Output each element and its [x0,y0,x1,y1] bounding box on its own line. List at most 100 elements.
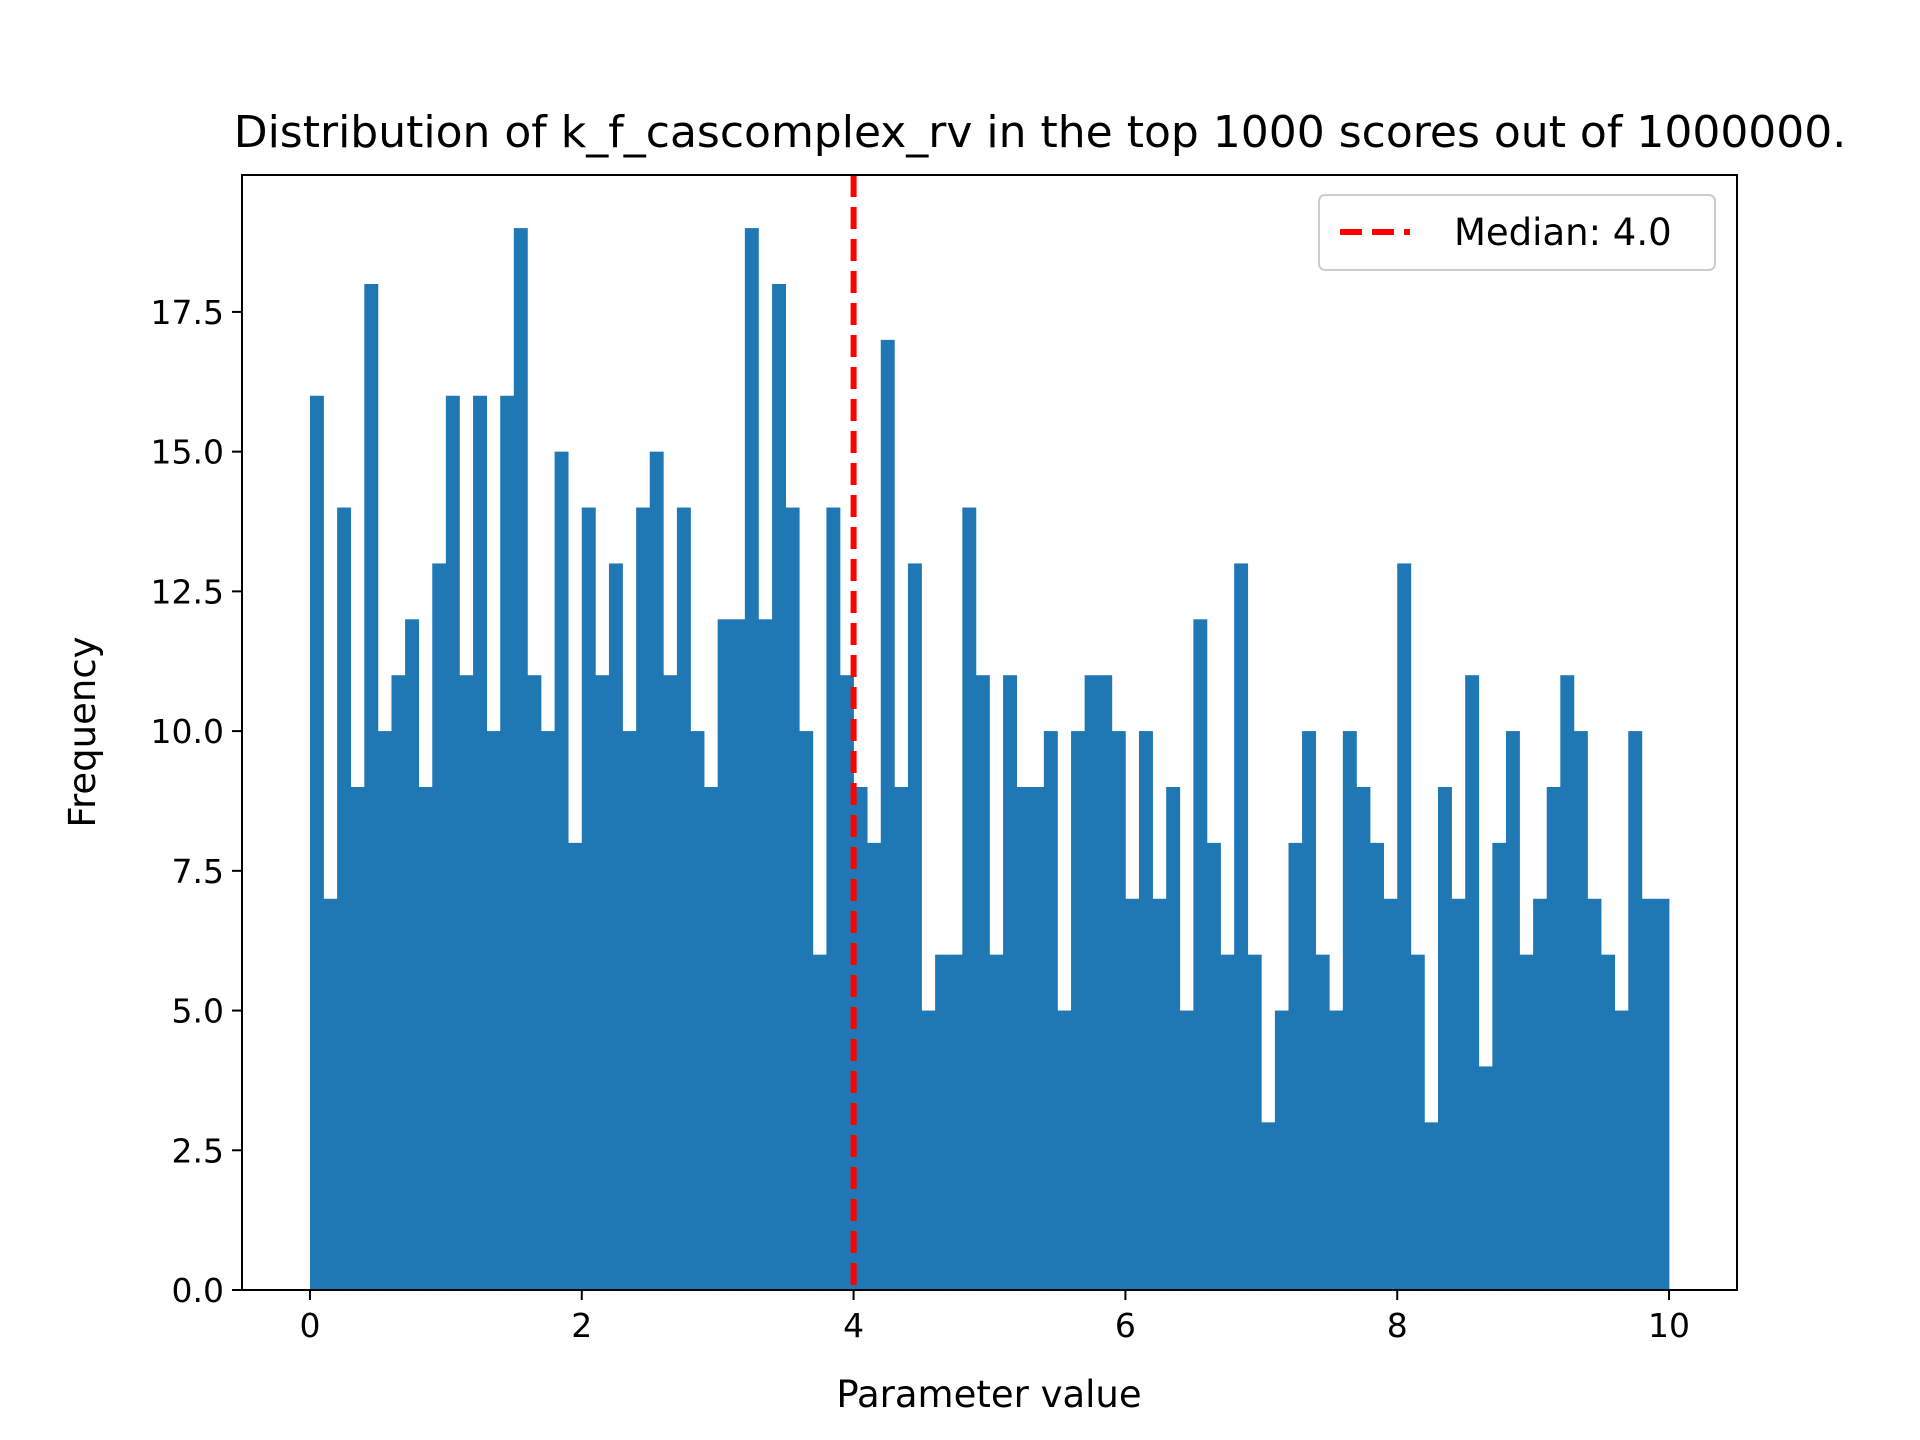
histogram-bar [663,675,678,1290]
legend: Median: 4.0 [1318,194,1716,271]
histogram-bar [500,395,515,1290]
histogram-bar [595,675,610,1290]
histogram-bar [377,731,392,1290]
y-axis-label: Frequency [61,636,104,827]
histogram-bar [1247,954,1262,1290]
histogram-bars [309,228,1670,1291]
histogram-bar [1139,731,1153,1290]
histogram-bar [1274,1010,1289,1290]
chart-title: Distribution of k_f_cascomplex_rv in the… [234,107,1847,158]
histogram-bar [513,228,528,1291]
histogram-bar [486,731,501,1290]
y-tick-label: 17.5 [151,293,224,332]
histogram-bar [554,451,569,1290]
histogram-bar [975,675,990,1290]
histogram-bar [812,954,827,1290]
histogram-bar [1465,675,1480,1290]
histogram-bar [840,675,854,1290]
histogram-bar [826,507,841,1290]
histogram-bar [1329,1010,1344,1290]
histogram-bar [541,731,555,1290]
histogram-bar [1560,675,1575,1290]
histogram-bar [1370,842,1384,1290]
histogram-bar [323,898,338,1290]
histogram-bar [445,395,460,1290]
histogram-bar [1071,731,1085,1290]
histogram-bar [1438,786,1452,1290]
histogram-bar [1478,1066,1493,1290]
histogram-bar [853,786,868,1290]
histogram-bar [1533,898,1548,1290]
histogram-bar [867,842,882,1290]
histogram-bar [581,507,596,1290]
histogram-bar [1519,954,1534,1290]
histogram-bar [907,563,922,1290]
histogram-bar [1397,563,1412,1290]
y-tick-label: 15.0 [151,433,224,472]
histogram-bar [1003,675,1018,1290]
x-axis-label: Parameter value [836,1373,1141,1416]
histogram-bar [1315,954,1330,1290]
histogram-bar [405,619,420,1290]
histogram-bar [1043,731,1058,1290]
histogram-bar [880,339,895,1290]
histogram-bar [799,731,814,1290]
x-tick-label: 2 [571,1306,592,1345]
histogram-bar [1410,954,1425,1290]
histogram-bar [1546,786,1561,1290]
x-tick-label: 4 [843,1306,864,1345]
histogram-bar [1451,898,1466,1290]
histogram-bar [1614,1010,1629,1290]
x-tick-label: 6 [1115,1306,1136,1345]
histogram-bar [1655,898,1670,1290]
histogram-bar [731,619,746,1290]
histogram-bar [772,283,786,1291]
histogram-bar [1261,1122,1276,1290]
plot-frame [241,174,1738,1291]
histogram-bar [1125,898,1140,1290]
histogram-bar [962,507,977,1290]
legend-box [1318,194,1716,271]
histogram-bar [1057,1010,1072,1290]
histogram-bar [1220,954,1235,1290]
histogram-bar [1234,563,1249,1290]
histogram-bar [935,954,950,1290]
histogram-bar [337,507,352,1290]
histogram-bar [1424,1122,1439,1290]
histogram-bar [459,675,474,1290]
histogram-bar [1641,898,1656,1290]
histogram-bar [527,675,542,1290]
histogram-bar [1098,675,1113,1290]
y-tick-label: 5.0 [172,992,224,1031]
histogram-bar [649,451,664,1290]
histogram-bar [1288,842,1303,1290]
histogram-bar [1030,786,1045,1290]
histogram-bar [622,731,637,1290]
histogram-bar [948,954,963,1290]
histogram-bar [744,228,759,1291]
histogram-bar [364,283,379,1291]
histogram-bar [921,1010,936,1290]
histogram-bar [690,731,705,1290]
histogram-bar [1302,731,1317,1290]
histogram-bar [1342,731,1357,1290]
histogram-bar [894,786,909,1290]
x-tick-label: 8 [1387,1306,1408,1345]
histogram-bar [1193,619,1208,1290]
histogram-bar [1587,898,1602,1290]
histogram-bar [1152,898,1167,1290]
histogram-bar [676,507,691,1290]
histogram-bar [1016,786,1031,1290]
y-tick-label: 0.0 [172,1271,224,1310]
histogram-bar [432,563,447,1290]
histogram-bar [636,507,651,1290]
histogram-bar [473,395,487,1290]
y-tick-label: 2.5 [172,1131,224,1170]
histogram-bar [704,786,719,1290]
histogram-bar [350,786,365,1290]
histogram-bar [1166,786,1181,1290]
histogram-bar [608,563,623,1290]
x-tick-label: 10 [1648,1306,1690,1345]
histogram-bar [989,954,1004,1290]
histogram-bar [391,675,406,1290]
